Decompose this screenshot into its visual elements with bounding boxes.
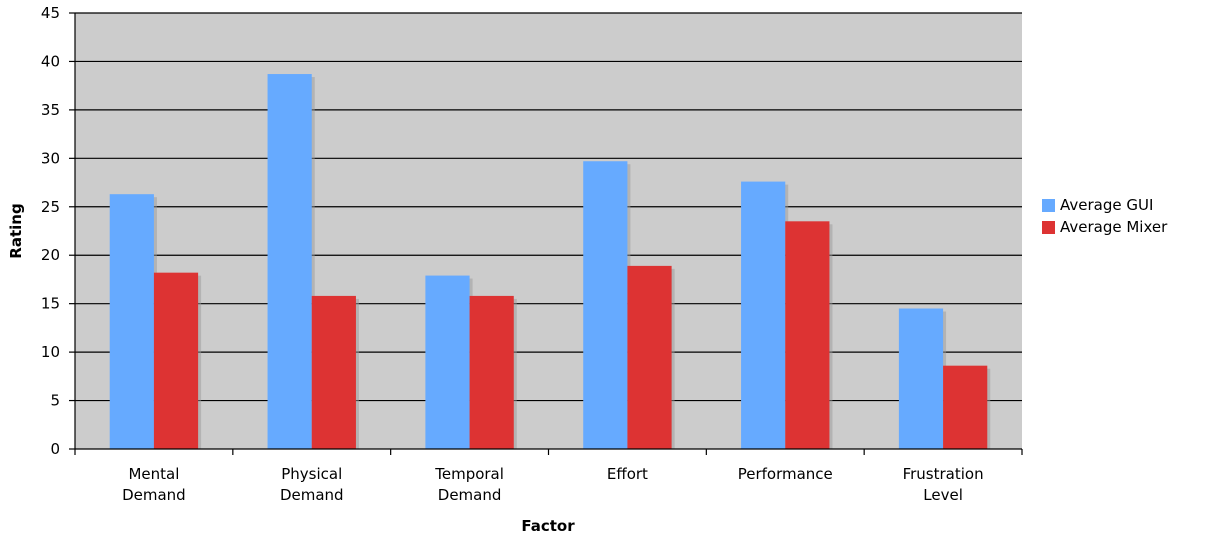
axes bbox=[69, 12, 1023, 455]
bars bbox=[109, 74, 991, 450]
y-tick-label: 45 bbox=[41, 4, 60, 22]
x-category-label: Frustration bbox=[903, 465, 984, 483]
bar bbox=[109, 194, 154, 449]
x-category-label: Performance bbox=[738, 465, 833, 483]
x-category-label: Demand bbox=[122, 486, 186, 504]
x-category-label: Demand bbox=[280, 486, 344, 504]
y-tick-label: 5 bbox=[50, 392, 60, 410]
x-axis-title: Factor bbox=[521, 517, 575, 535]
x-category-label: Mental bbox=[128, 465, 179, 483]
y-tick-label: 20 bbox=[41, 246, 60, 264]
x-category-label: Level bbox=[923, 486, 963, 504]
y-tick-label: 15 bbox=[41, 295, 60, 313]
bar bbox=[627, 265, 672, 449]
y-tick-label: 10 bbox=[41, 343, 60, 361]
bar bbox=[311, 295, 356, 449]
bar bbox=[153, 272, 199, 449]
x-category-label: Demand bbox=[438, 486, 502, 504]
gridlines bbox=[75, 12, 1022, 402]
legend-swatch bbox=[1042, 221, 1055, 234]
x-category-labels: Mental Demand Physical Demand Temporal Demand… bbox=[122, 465, 983, 504]
bar bbox=[785, 221, 830, 449]
legend: Average GUI Average Mixer bbox=[1042, 196, 1168, 236]
y-tick-label: 30 bbox=[41, 149, 60, 167]
x-category-label: Temporal bbox=[434, 465, 504, 483]
y-tick-label: 25 bbox=[41, 198, 60, 216]
y-tick-labels: 0 5 10 15 20 25 30 35 40 45 bbox=[41, 4, 60, 458]
bar bbox=[469, 295, 514, 449]
y-tick-label: 0 bbox=[50, 440, 60, 458]
bar bbox=[943, 365, 988, 449]
bar bbox=[425, 275, 470, 449]
legend-label: Average GUI bbox=[1060, 196, 1153, 214]
y-axis-title: Rating bbox=[7, 203, 25, 258]
bar bbox=[583, 161, 628, 450]
y-tick-label: 40 bbox=[41, 52, 60, 70]
bar bbox=[898, 308, 944, 449]
bar bbox=[267, 74, 312, 449]
y-tick-label: 35 bbox=[41, 101, 60, 119]
x-category-label: Effort bbox=[607, 465, 648, 483]
legend-label: Average Mixer bbox=[1060, 218, 1168, 236]
x-category-label: Physical bbox=[281, 465, 342, 483]
legend-swatch bbox=[1042, 199, 1055, 212]
plot-area bbox=[75, 13, 1022, 449]
bar bbox=[741, 181, 786, 449]
